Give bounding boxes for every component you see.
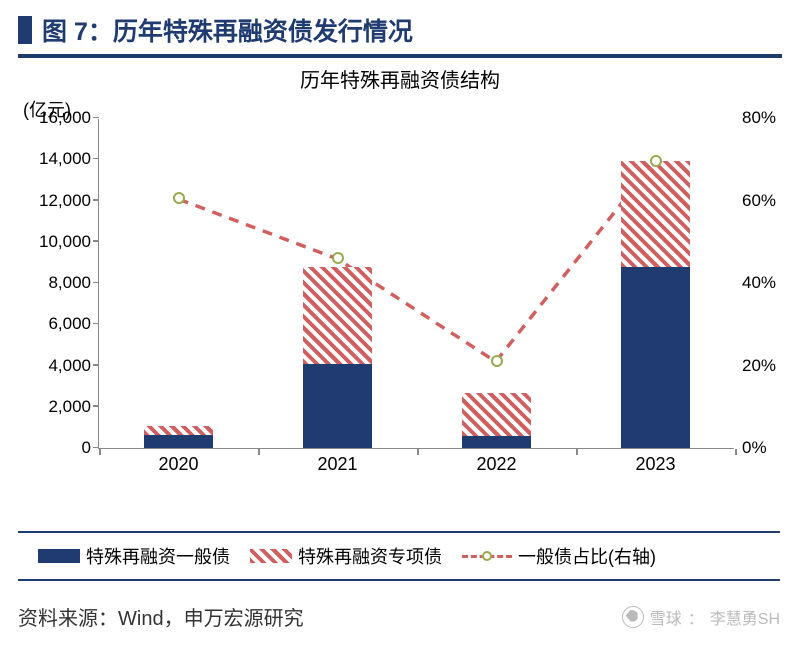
y-left-tick-label: 10,000 <box>29 232 99 252</box>
bar-segment-general <box>303 364 373 448</box>
y-left-tick-label: 16,000 <box>29 108 99 128</box>
y-right-tick-label: 60% <box>734 191 776 211</box>
figure-title: 图 7：历年特殊再融资债发行情况 <box>42 12 413 48</box>
x-tick-label: 2021 <box>317 454 357 475</box>
y-right-tick-label: 0% <box>734 438 767 458</box>
x-tick-label: 2020 <box>158 454 198 475</box>
legend-item-bar-solid: 特殊再融资一般债 <box>38 543 230 569</box>
bar-group <box>462 393 532 448</box>
bar-segment-special <box>621 161 691 266</box>
bar-segment-general <box>462 436 532 448</box>
watermark: 雪球 ： 李慧勇SH <box>622 605 780 629</box>
bar-group <box>144 426 214 448</box>
watermark-author: 李慧勇SH <box>710 605 780 629</box>
figure-container: 图 7：历年特殊再融资债发行情况 历年特殊再融资债结构 (亿元) 02,0004… <box>0 0 800 649</box>
y-left-tick-label: 14,000 <box>29 149 99 169</box>
bar-segment-special <box>303 267 373 365</box>
line-marker <box>650 155 662 167</box>
y-left-tick-label: 6,000 <box>29 314 99 334</box>
legend-swatch-solid <box>38 549 80 563</box>
figure-title-text: 历年特殊再融资债发行情况 <box>113 18 413 46</box>
y-left-tick-label: 0 <box>29 438 99 458</box>
y-left-tick-label: 8,000 <box>29 273 99 293</box>
source-row: 资料来源：Wind，申万宏源研究 雪球 ： 李慧勇SH <box>18 602 780 631</box>
legend-label: 特殊再融资一般债 <box>86 543 230 569</box>
y-left-tick-label: 2,000 <box>29 397 99 417</box>
line-marker <box>173 192 185 204</box>
y-left-tick-label: 12,000 <box>29 191 99 211</box>
y-right-tick-label: 40% <box>734 273 776 293</box>
figure-title-row: 图 7：历年特殊再融资债发行情况 <box>18 12 782 58</box>
bar-segment-general <box>621 267 691 449</box>
bar-segment-general <box>144 435 214 448</box>
y-left-tick-label: 4,000 <box>29 356 99 376</box>
chart-subtitle: 历年特殊再融资债结构 <box>18 64 782 93</box>
y-right-tick-label: 20% <box>734 356 776 376</box>
source-label: 资料来源：Wind，申万宏源研究 <box>18 602 304 631</box>
legend-item-line: 一般债占比(右轴) <box>462 543 656 569</box>
legend-item-bar-hatch: 特殊再融资专项债 <box>250 543 442 569</box>
watermark-sep: ： <box>688 605 704 629</box>
legend-swatch-line <box>462 549 512 563</box>
line-marker <box>332 252 344 264</box>
watermark-icon <box>622 606 644 628</box>
legend: 特殊再融资一般债 特殊再融资专项债 一般债占比(右轴) <box>18 531 780 581</box>
legend-label: 特殊再融资专项债 <box>298 543 442 569</box>
line-marker <box>491 355 503 367</box>
legend-label: 一般债占比(右轴) <box>518 543 656 569</box>
bar-group <box>303 267 373 449</box>
x-tick-label: 2023 <box>635 454 675 475</box>
ratio-line <box>179 162 655 361</box>
chart-area: 历年特殊再融资债结构 (亿元) 02,0004,0006,0008,00010,… <box>18 64 782 544</box>
title-accent-block <box>18 16 32 44</box>
bar-segment-special <box>462 393 532 436</box>
y-right-tick-label: 80% <box>734 108 776 128</box>
bar-segment-special <box>144 426 214 435</box>
plot-box: 02,0004,0006,0008,00010,00012,00014,0001… <box>98 119 734 449</box>
figure-title-prefix: 图 7： <box>42 18 113 46</box>
watermark-brand: 雪球 <box>650 605 682 629</box>
bar-group <box>621 161 691 448</box>
legend-swatch-hatch <box>250 549 292 563</box>
x-tick-label: 2022 <box>476 454 516 475</box>
